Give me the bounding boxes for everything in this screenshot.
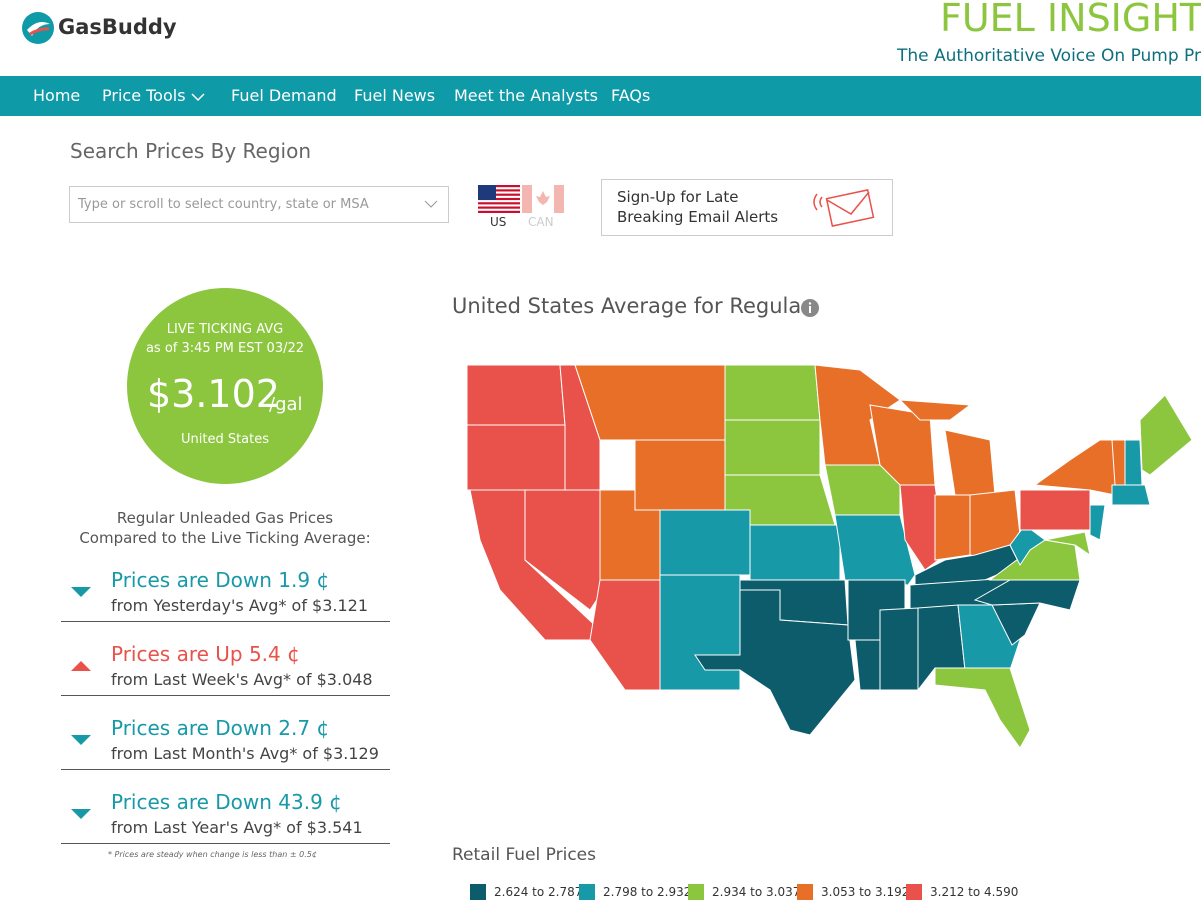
nav-link[interactable]: Meet the Analysts	[454, 86, 598, 105]
state[interactable]	[898, 399, 972, 421]
nav-link[interactable]: Fuel Demand	[231, 86, 337, 105]
legend-swatch	[797, 884, 813, 900]
legend-label: 2.934 to 3.037	[712, 885, 801, 899]
live-unit: /gal	[269, 394, 303, 415]
state[interactable]	[724, 364, 821, 421]
change-headline: Prices are Down 43.9 ¢	[111, 790, 342, 814]
change-detail: from Yesterday's Avg* of $3.121	[111, 596, 369, 615]
state[interactable]	[659, 509, 751, 576]
logo[interactable]: GasBuddy	[20, 10, 177, 50]
state[interactable]	[724, 419, 821, 476]
logo-icon	[22, 12, 54, 44]
change-detail: from Last Month's Avg* of $3.129	[111, 744, 379, 763]
compare-intro: Regular Unleaded Gas Prices	[116, 509, 334, 527]
state[interactable]	[659, 574, 741, 691]
state[interactable]	[749, 524, 841, 581]
state[interactable]	[1111, 484, 1151, 506]
state[interactable]	[944, 429, 996, 496]
live-price: $3.102	[147, 372, 280, 416]
country-label[interactable]: CAN	[528, 215, 554, 229]
footnote: * Prices are steady when change is less …	[108, 850, 317, 859]
nav-link[interactable]: Price Tools	[102, 86, 186, 105]
state[interactable]	[1124, 439, 1143, 486]
nav-link[interactable]: FAQs	[611, 86, 651, 105]
legend-label: 3.053 to 3.192	[821, 885, 910, 899]
can-flag[interactable]	[522, 185, 564, 213]
nav-bar: Home Price Tools Fuel Demand Fuel News M…	[0, 76, 1201, 116]
state[interactable]	[899, 484, 946, 571]
state[interactable]	[934, 667, 1031, 749]
divider	[61, 843, 390, 844]
state[interactable]	[694, 589, 856, 736]
change-headline: Prices are Down 1.9 ¢	[111, 568, 330, 592]
search-title: Search Prices By Region	[70, 139, 312, 163]
info-icon[interactable]	[800, 298, 820, 318]
state[interactable]	[834, 514, 916, 586]
live-average-badge: LIVE TICKING AVG as of 3:45 PM EST 03/22…	[127, 288, 323, 484]
logo-text: GasBuddy	[58, 15, 177, 39]
chevron	[191, 93, 205, 102]
state[interactable]	[1019, 489, 1091, 531]
down-arrow	[71, 587, 91, 597]
chevron	[424, 200, 438, 208]
envelope-icon	[813, 189, 875, 227]
legend-swatch	[906, 884, 922, 900]
compare-intro: Compared to the Live Ticking Average:	[79, 529, 371, 547]
region-select[interactable]: Type or scroll to select country, state …	[69, 186, 449, 223]
placeholder: Type or scroll to select country, state …	[78, 197, 369, 212]
legend-label: 2.624 to 2.787	[494, 885, 583, 899]
us-flag[interactable]	[478, 185, 520, 213]
tagline: The Authoritative Voice On Pump Prices	[897, 46, 1201, 66]
change-headline: Prices are Up 5.4 ¢	[111, 642, 300, 666]
state[interactable]	[1033, 439, 1116, 496]
map-title: United States Average for Regular	[452, 294, 810, 318]
state[interactable]	[466, 424, 566, 491]
state[interactable]	[1044, 531, 1091, 557]
legend-swatch	[470, 884, 486, 900]
email-alert-button[interactable]: Sign-Up for Late Breaking Email Alerts	[601, 179, 893, 236]
legend-swatch	[579, 884, 595, 900]
legend-swatch	[688, 884, 704, 900]
state[interactable]	[634, 439, 726, 511]
live-region: United States	[180, 432, 270, 447]
down-arrow	[71, 735, 91, 745]
state[interactable]	[1089, 504, 1106, 541]
legend-title: Retail Fuel Prices	[452, 845, 596, 865]
nav-link[interactable]: Fuel News	[354, 86, 436, 105]
change-detail: from Last Year's Avg* of $3.541	[111, 818, 363, 837]
nav-link[interactable]: Home	[33, 86, 81, 105]
legend-label: 3.212 to 4.590	[930, 885, 1019, 899]
state[interactable]	[589, 579, 661, 691]
state[interactable]	[879, 607, 919, 691]
site-title: FUEL INSIGHTS	[940, 0, 1201, 40]
down-arrow	[71, 809, 91, 819]
state[interactable]	[814, 364, 901, 466]
state[interactable]	[1139, 394, 1193, 476]
change-detail: from Last Week's Avg* of $3.048	[111, 670, 373, 689]
state[interactable]	[574, 364, 726, 441]
divider	[61, 695, 390, 696]
divider	[61, 621, 390, 622]
live-label: LIVE TICKING AVG	[166, 322, 284, 337]
alert-text: Breaking Email Alerts	[617, 208, 779, 226]
country-label[interactable]: US	[490, 215, 507, 229]
change-headline: Prices are Down 2.7 ¢	[111, 716, 330, 740]
legend-label: 2.798 to 2.932	[603, 885, 692, 899]
state[interactable]	[466, 364, 566, 426]
up-arrow	[71, 661, 91, 671]
live-as-of: as of 3:45 PM EST 03/22	[145, 341, 305, 356]
state[interactable]	[934, 494, 971, 561]
alert-text: Sign-Up for Late	[617, 188, 739, 206]
divider	[61, 769, 390, 770]
